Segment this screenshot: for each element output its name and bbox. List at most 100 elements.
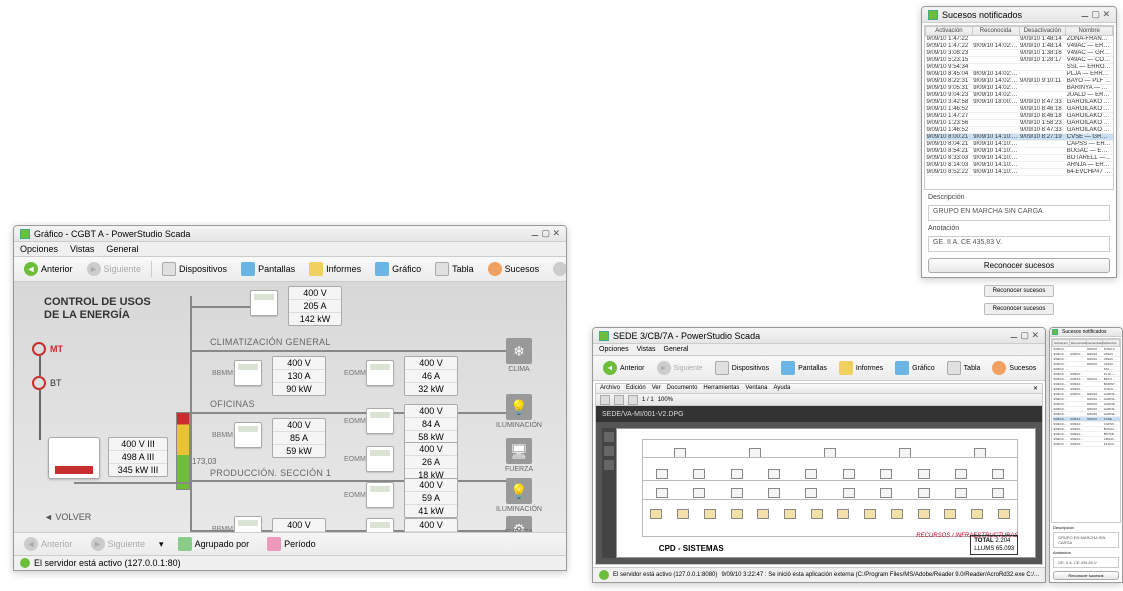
props-icon [553,262,567,276]
schematic-node [693,488,705,498]
back-button[interactable]: ◄Anterior [20,260,77,278]
schematic [642,439,1018,536]
event-row[interactable]: 9/09/10 8:52:229/09/10 14:10:4464-EVCHP#… [926,169,1113,176]
status-text: El servidor está activo (127.0.0.1:80) [34,558,181,568]
event-row[interactable]: 9/09/10 8:04:219/09/10 14:10:44CAPSS — E… [926,141,1113,148]
grafico-button[interactable]: Gráfico [371,260,425,278]
bt-back[interactable]: ◄Anterior [20,535,77,553]
schematic-node [749,448,761,458]
schematic-node [891,509,903,519]
event-row[interactable]: 9/09/10 1:46:529/09/10 8:46:18GAROILAKO … [926,106,1113,113]
pantallas-button[interactable]: Pantallas [237,260,299,278]
dev-ofi-l[interactable] [234,422,262,448]
main-readout: 400 V III 498 A III 345 kW III [108,437,168,477]
bt-agrupado[interactable]: Agrupado por [174,535,254,553]
bt-periodo[interactable]: Período [263,535,320,553]
pdf-menubar[interactable]: ArchivoEdiciónVerDocumentoHerramientasVe… [596,384,1042,394]
sucesos-button[interactable]: Sucesos [484,260,544,278]
pdf-dark-toolbar[interactable]: SEDE/VA-MI/001-V2.DPG [596,406,1042,422]
dev-ofi-r2[interactable] [366,446,394,472]
anot-text[interactable]: GE. II A. CE 435,83 V. [928,236,1110,252]
event-row[interactable]: 9/09/10 5:23:159/09/10 1:28:17V49AC — CO… [926,57,1113,64]
event-row[interactable]: 9/09/10 1:23:569/09/10 1:58:23GAROILAKO … [926,120,1113,127]
dev-prod-r1[interactable] [366,482,394,508]
informes-button[interactable]: Informes [305,260,365,278]
event-row[interactable]: 9/09/10 9:05:319/09/10 14:02:44BARINYA —… [926,85,1113,92]
event-row[interactable]: 9/09/10 1:47:229/09/10 14:02:439/09/10 1… [926,43,1113,50]
pdf-canvas[interactable]: CPD - SISTEMAS RECURSOS / INFRAESTRUCTUR… [596,422,1042,564]
dev-clim-r[interactable] [366,360,394,386]
event-row[interactable]: 9/09/10 8:52:229/09/10 14:10:4464-EVCHP#… [1053,442,1120,447]
event-row[interactable]: 9/09/10 1:47:229/09/10 1:48:14ZONA-FRANC… [926,36,1113,43]
event-row[interactable]: 9/09/10 8:33:039/09/10 14:10:44BOTARELL … [926,155,1113,162]
main-statusbar: El servidor está activo (127.0.0.1:80) [14,555,566,570]
fuerza-icon[interactable]: 🖥 [506,438,532,464]
ev2-table[interactable]: Activación Reconocida Desactivación Nomb… [1051,338,1121,523]
event-row[interactable]: 9/09/10 1:47:279/09/10 8:46:18GAROILAKO … [926,113,1113,120]
reconocer-button[interactable]: Reconocer sucesos [928,258,1110,273]
dispositivos-button[interactable]: Dispositivos [158,260,231,278]
pdf-std-toolbar[interactable]: 1 / 1 100% [596,394,1042,406]
event-row[interactable]: 9/09/10 8:22:319/09/10 14:02:449/09/10 9… [926,78,1113,85]
mini-btn-2[interactable]: Reconocer sucesos [984,303,1054,315]
ev-controls[interactable]: ⚊ ▢ ✕ [1081,9,1110,20]
dev-ofi-r1[interactable] [366,408,394,434]
event-row[interactable]: 9/09/10 9:54:34SSL — ERROR TOTAL C... [926,64,1113,71]
mini-btn-1[interactable]: Reconocer sucesos [984,285,1054,297]
readout-clim-l: 400 V 130 A 90 kW [272,356,326,396]
schematic-node [768,488,780,498]
section-ofi: OFICINAS [210,399,255,409]
sec-controls[interactable]: ⚊ ▢ ✕ [1010,330,1039,341]
ev-titlebar: Sucesos notificados ⚊ ▢ ✕ [922,7,1116,23]
main-scada-window: Gráfico - CGBT A - PowerStudio Scada ⚊ ▢… [13,225,567,571]
col-des[interactable]: Desactivación [1019,27,1066,36]
readout-top: 400 V 205 A 142 kW [288,286,342,326]
menu-vistas[interactable]: Vistas [70,244,94,254]
bt-fwd[interactable]: ►Siguiente [87,535,150,553]
events-window-2: Sucesos notificados Activación Reconocid… [1049,327,1123,583]
desc-text: GRUPO EN MARCHA SIN CARGA [928,205,1110,221]
tabla-button[interactable]: Tabla [431,260,478,278]
event-row[interactable]: 9/09/10 8:54:219/09/10 14:10:44BUGAC — E… [926,148,1113,155]
propiedades-button[interactable]: Propiedades [549,260,567,278]
clima-icon[interactable]: ❄ [506,338,532,364]
ev-mini-row: Reconocer sucesos Reconocer sucesos [921,282,1117,318]
back-link[interactable]: ◄ VOLVER [44,512,91,522]
event-row[interactable]: 9/09/10 8:00:219/09/10 14:10:449/09/10 8… [926,134,1113,141]
schematic-node [805,488,817,498]
status-dot-icon [20,558,30,568]
event-row[interactable]: 9/09/10 8:45:049/09/10 14:02:44PLJA — ER… [926,71,1113,78]
event-row[interactable]: 9/09/10 3:08:239/09/10 1:38:16V49AC — GR… [926,50,1113,57]
fwd-button[interactable]: ►Siguiente [83,260,146,278]
schematic-node [731,509,743,519]
event-row[interactable]: 9/09/10 8:14:039/09/10 14:10:44ARNJA — E… [926,162,1113,169]
ilum-icon-2[interactable]: 💡 [506,478,532,504]
window-controls[interactable]: ⚊ ▢ ✕ [531,228,560,239]
col-nom[interactable]: Nombre [1066,27,1113,36]
device-top[interactable] [250,290,278,316]
sec-menubar[interactable]: Opciones Vistas General [593,344,1045,356]
event-row[interactable]: 9/09/10 9:04:239/09/10 14:02:44JUALD — E… [926,92,1113,99]
dev-clim-l[interactable] [234,360,262,386]
pdf-sidebar[interactable] [602,428,616,558]
event-row[interactable]: 9/09/10 1:46:529/09/10 8:47:33GAROILAKO … [926,127,1113,134]
col-rec[interactable]: Reconocida [972,27,1019,36]
dev-prod-l[interactable] [234,516,262,532]
schematic-node [811,509,823,519]
events-window: Sucesos notificados ⚊ ▢ ✕ Activación Rec… [921,6,1117,278]
menu-opciones[interactable]: Opciones [20,244,58,254]
col-act[interactable]: Activación [926,27,973,36]
main-menubar[interactable]: Opciones Vistas General [14,242,566,257]
ilum-icon[interactable]: 💡 [506,394,532,420]
dev-prod-r2[interactable] [366,518,394,532]
readout-prod-r1: 400 V 59 A 41 kW [404,478,458,518]
schematic-node [824,448,836,458]
menu-general[interactable]: General [106,244,138,254]
ev-title: Sucesos notificados [942,10,1022,20]
schematic-node [731,469,743,479]
event-row[interactable]: 9/09/10 3:42:589/09/10 18:00:449/09/10 8… [926,99,1113,106]
dd-icon[interactable]: ▾ [159,539,164,550]
scada-canvas: CONTROL DE USOS DE LA ENERGÍA MT BT 400 … [14,282,566,532]
event-table[interactable]: Activación Reconocida Desactivación Nomb… [924,25,1114,190]
main-device[interactable] [48,437,100,479]
